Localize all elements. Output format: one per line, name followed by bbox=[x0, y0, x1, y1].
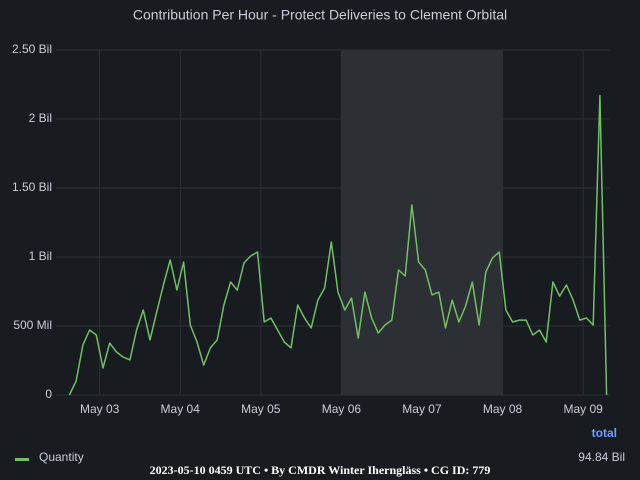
x-tick-label: May 08 bbox=[483, 402, 523, 416]
y-tick-label: 500 Mil bbox=[13, 318, 52, 332]
legend-swatch bbox=[15, 458, 29, 461]
footer: 2023-05-10 0459 UTC • By CMDR Winter Ihe… bbox=[150, 463, 491, 477]
legend-label: Quantity bbox=[39, 450, 84, 464]
x-tick-label: May 07 bbox=[402, 402, 442, 416]
y-tick-label: 0 bbox=[45, 387, 52, 401]
x-tick-label: May 03 bbox=[80, 402, 120, 416]
data-line bbox=[68, 94, 608, 396]
y-tick-label: 2 Bil bbox=[29, 111, 52, 125]
x-tick-label: May 05 bbox=[241, 402, 281, 416]
chart-title: Contribution Per Hour - Protect Deliveri… bbox=[133, 7, 507, 23]
x-tick-label: May 09 bbox=[563, 402, 603, 416]
y-tick-label: 1.50 Bil bbox=[12, 180, 52, 194]
legend-header: total bbox=[592, 426, 617, 440]
legend-total: 94.84 Bil bbox=[578, 450, 625, 464]
x-tick-label: May 04 bbox=[161, 402, 201, 416]
x-tick-label: May 06 bbox=[322, 402, 362, 416]
y-tick-label: 1 Bil bbox=[29, 249, 52, 263]
y-tick-label: 2.50 Bil bbox=[12, 42, 52, 56]
